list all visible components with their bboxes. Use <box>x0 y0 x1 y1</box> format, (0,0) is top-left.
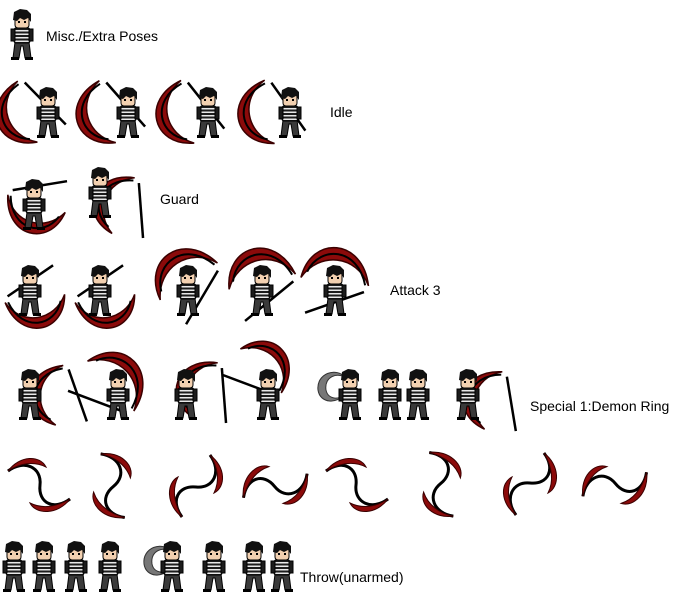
scythe-sprite-ring-1 <box>7 458 71 512</box>
character-sprite-guard-1 <box>22 179 46 230</box>
character-sprite-attack-1 <box>18 265 42 316</box>
row-label-attack: Attack 3 <box>390 282 441 298</box>
scythe-sprite-attack-2 <box>74 264 136 329</box>
character-sprite-throw-2 <box>32 541 56 592</box>
scythe-sprite-ring-6 <box>422 450 462 518</box>
scythe-sprite-ring-3 <box>169 454 223 518</box>
character-sprite-throw-6 <box>202 541 226 592</box>
scythe-sprite-idle-4 <box>237 79 307 145</box>
character-sprite-special-3 <box>174 369 198 420</box>
scythe-sprite-ring-7 <box>503 452 557 516</box>
character-sprite-attack-2 <box>88 265 112 316</box>
character-sprite-special-2 <box>106 369 130 420</box>
character-sprite-special-4 <box>256 369 280 420</box>
character-sprite-idle-3 <box>196 87 220 138</box>
scythe-sprite-special-2 <box>67 351 144 414</box>
character-sprite-special-7 <box>406 369 430 420</box>
character-sprite-attack-4 <box>250 265 274 316</box>
scythe-sprite-ring-4 <box>241 465 309 505</box>
character-sprite-guard-2 <box>88 167 112 218</box>
character-sprite-idle-1 <box>36 87 60 138</box>
row-label-misc: Misc./Extra Poses <box>46 28 159 44</box>
row-label-idle: Idle <box>330 104 353 120</box>
character-sprite-idle-2 <box>116 87 140 138</box>
character-sprite-special-8 <box>456 369 480 420</box>
character-sprite-attack-3 <box>176 265 200 316</box>
scythe-sprite-ring-5 <box>325 458 389 512</box>
character-sprite-special-1 <box>18 369 42 420</box>
scythe-sprite-ring-2 <box>92 452 132 520</box>
character-sprite-idle-4 <box>278 87 302 138</box>
character-sprite-throw-8 <box>270 541 294 592</box>
row-label-throw: Throw(unarmed) <box>300 569 404 585</box>
shadow-swirl-icon-special <box>317 371 347 402</box>
character-sprite-throw-4 <box>98 541 122 592</box>
character-sprite-special-5 <box>338 369 362 420</box>
character-sprite-throw-7 <box>242 541 266 592</box>
shadow-swirl-icon-throw <box>143 545 173 576</box>
scythe-sprite-ring-8 <box>581 465 649 505</box>
row-label-special: Special 1:Demon Ring <box>530 398 670 414</box>
character-sprite-throw-3 <box>64 541 88 592</box>
character-sprite-special-6 <box>378 369 402 420</box>
character-sprite-attack-5 <box>323 265 347 316</box>
character-sprite-throw-5 <box>160 541 184 592</box>
character-sprite-misc <box>10 9 34 60</box>
character-sprite-throw-1 <box>2 541 26 592</box>
row-label-guard: Guard <box>160 191 199 207</box>
